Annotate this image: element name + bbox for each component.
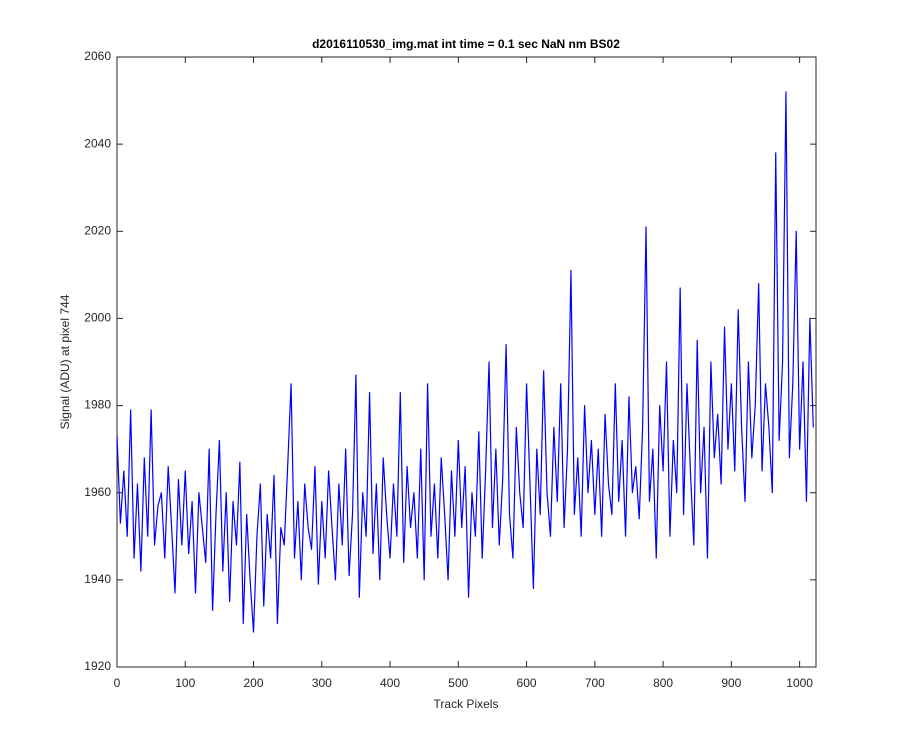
y-tick-label: 2020 bbox=[84, 223, 111, 237]
y-tick-label: 2000 bbox=[84, 311, 111, 325]
x-tick-label: 500 bbox=[448, 676, 468, 690]
x-tick-label: 200 bbox=[244, 676, 264, 690]
axes-box bbox=[116, 56, 817, 668]
y-tick-label: 1980 bbox=[84, 398, 111, 412]
y-tick-label: 2060 bbox=[84, 49, 111, 63]
x-tick-label: 900 bbox=[721, 676, 741, 690]
x-tick-label: 100 bbox=[175, 676, 195, 690]
y-tick-label: 1960 bbox=[84, 485, 111, 499]
x-tick-label: 400 bbox=[380, 676, 400, 690]
x-tick-label: 300 bbox=[312, 676, 332, 690]
x-tick-label: 800 bbox=[653, 676, 673, 690]
x-tick-label: 600 bbox=[517, 676, 537, 690]
data-line bbox=[116, 91, 814, 633]
y-tick-label: 2040 bbox=[84, 136, 111, 150]
y-axis-label: Signal (ADU) at pixel 744 bbox=[58, 294, 72, 429]
x-tick-label: 1000 bbox=[786, 676, 813, 690]
x-tick-label: 700 bbox=[585, 676, 605, 690]
x-tick-label: 0 bbox=[114, 676, 121, 690]
y-tick-label: 1940 bbox=[84, 572, 111, 586]
chart-title: d2016110530_img.mat int time = 0.1 sec N… bbox=[312, 37, 620, 51]
x-axis-label: Track Pixels bbox=[434, 697, 499, 711]
y-tick-label: 1920 bbox=[84, 659, 111, 673]
